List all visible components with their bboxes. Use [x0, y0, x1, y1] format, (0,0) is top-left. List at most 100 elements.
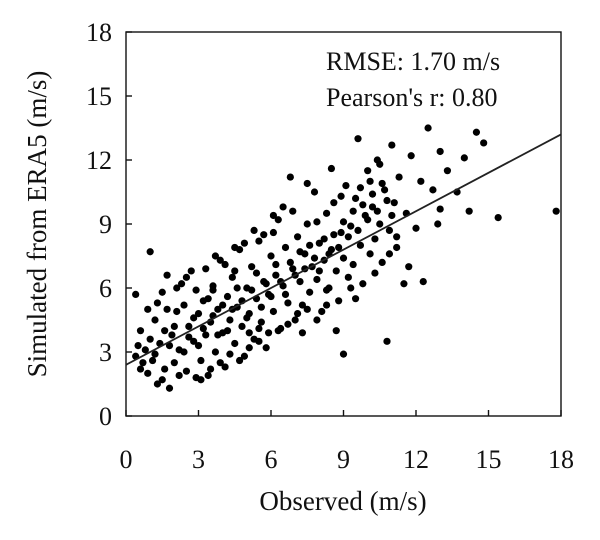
data-point: [209, 286, 217, 294]
data-point: [339, 254, 348, 262]
data-point: [248, 286, 256, 294]
data-point: [245, 329, 253, 337]
y-tick-label: 9: [99, 210, 112, 239]
data-point: [364, 216, 372, 224]
data-point: [552, 207, 560, 215]
data-point: [291, 316, 299, 324]
data-point: [393, 243, 401, 252]
data-point: [255, 237, 263, 245]
data-point: [354, 226, 362, 234]
y-tick-label: 0: [99, 402, 112, 431]
data-point: [197, 376, 205, 384]
data-point: [173, 284, 181, 292]
data-point: [344, 273, 352, 281]
data-point: [347, 284, 355, 292]
data-point: [378, 258, 386, 266]
data-point: [472, 128, 481, 136]
data-point: [274, 327, 282, 335]
data-point: [238, 322, 246, 330]
data-point: [260, 231, 268, 239]
data-point: [182, 367, 191, 375]
data-point: [376, 220, 384, 228]
data-point: [400, 280, 408, 288]
data-point: [267, 292, 275, 301]
data-point: [221, 260, 229, 269]
data-point: [257, 318, 265, 326]
data-point: [332, 267, 340, 275]
data-point: [327, 164, 336, 173]
data-point: [371, 235, 379, 243]
data-point: [255, 337, 263, 345]
y-axis-title: Simulated from ERA5 (m/s): [22, 71, 52, 378]
x-axis: 0 3 6 9 12 15 18: [120, 410, 574, 474]
data-point: [211, 348, 220, 356]
data-point: [320, 235, 328, 243]
data-point: [250, 226, 258, 234]
data-point: [407, 152, 415, 160]
data-point: [180, 301, 188, 309]
data-point: [211, 252, 220, 260]
data-point: [330, 231, 338, 239]
data-point: [262, 344, 270, 352]
data-point: [347, 222, 355, 230]
data-point: [214, 331, 222, 339]
y-tick-label: 12: [86, 146, 112, 175]
data-point: [223, 327, 232, 335]
data-point: [371, 269, 379, 277]
data-point: [173, 307, 181, 316]
data-point: [219, 301, 227, 309]
data-point: [359, 280, 367, 288]
data-point: [226, 316, 234, 324]
data-point: [356, 184, 365, 192]
data-point: [202, 265, 210, 273]
data-point: [269, 228, 278, 237]
data-point: [192, 286, 200, 294]
data-point: [216, 359, 224, 367]
data-point: [255, 324, 263, 333]
data-point: [378, 179, 386, 188]
data-point: [269, 307, 278, 316]
data-point: [337, 192, 345, 200]
data-point: [146, 335, 154, 343]
data-point: [206, 365, 215, 373]
data-point: [349, 260, 357, 269]
data-point: [429, 186, 437, 194]
data-point: [158, 376, 166, 384]
data-point: [298, 329, 307, 337]
data-point: [136, 327, 145, 335]
data-point: [351, 295, 360, 303]
data-point: [310, 254, 319, 262]
data-point: [190, 314, 198, 322]
data-point: [344, 233, 352, 241]
data-point: [194, 310, 203, 318]
data-point: [393, 233, 401, 241]
data-point: [359, 201, 367, 209]
data-point: [385, 250, 394, 258]
y-tick-label: 6: [99, 274, 112, 303]
data-point: [293, 233, 302, 241]
data-point: [436, 205, 444, 213]
data-point: [190, 337, 198, 345]
data-point: [185, 322, 193, 330]
data-point: [298, 301, 307, 309]
data-point: [281, 243, 290, 252]
data-point: [245, 344, 253, 352]
data-point: [240, 352, 249, 360]
data-point: [380, 186, 389, 194]
pearson-annotation: Pearson's r: 0.80: [326, 83, 498, 112]
data-point: [465, 207, 473, 215]
data-point: [322, 301, 331, 309]
data-point: [368, 190, 377, 198]
x-tick-label: 6: [265, 445, 278, 474]
data-point: [269, 211, 278, 220]
data-point: [390, 199, 398, 207]
data-point: [231, 243, 239, 252]
data-point: [335, 297, 343, 305]
data-point: [286, 173, 294, 181]
data-point: [161, 327, 169, 335]
data-point: [405, 263, 413, 271]
data-point: [354, 135, 362, 143]
data-point: [252, 269, 261, 277]
data-point: [139, 359, 147, 367]
data-point: [199, 324, 207, 333]
